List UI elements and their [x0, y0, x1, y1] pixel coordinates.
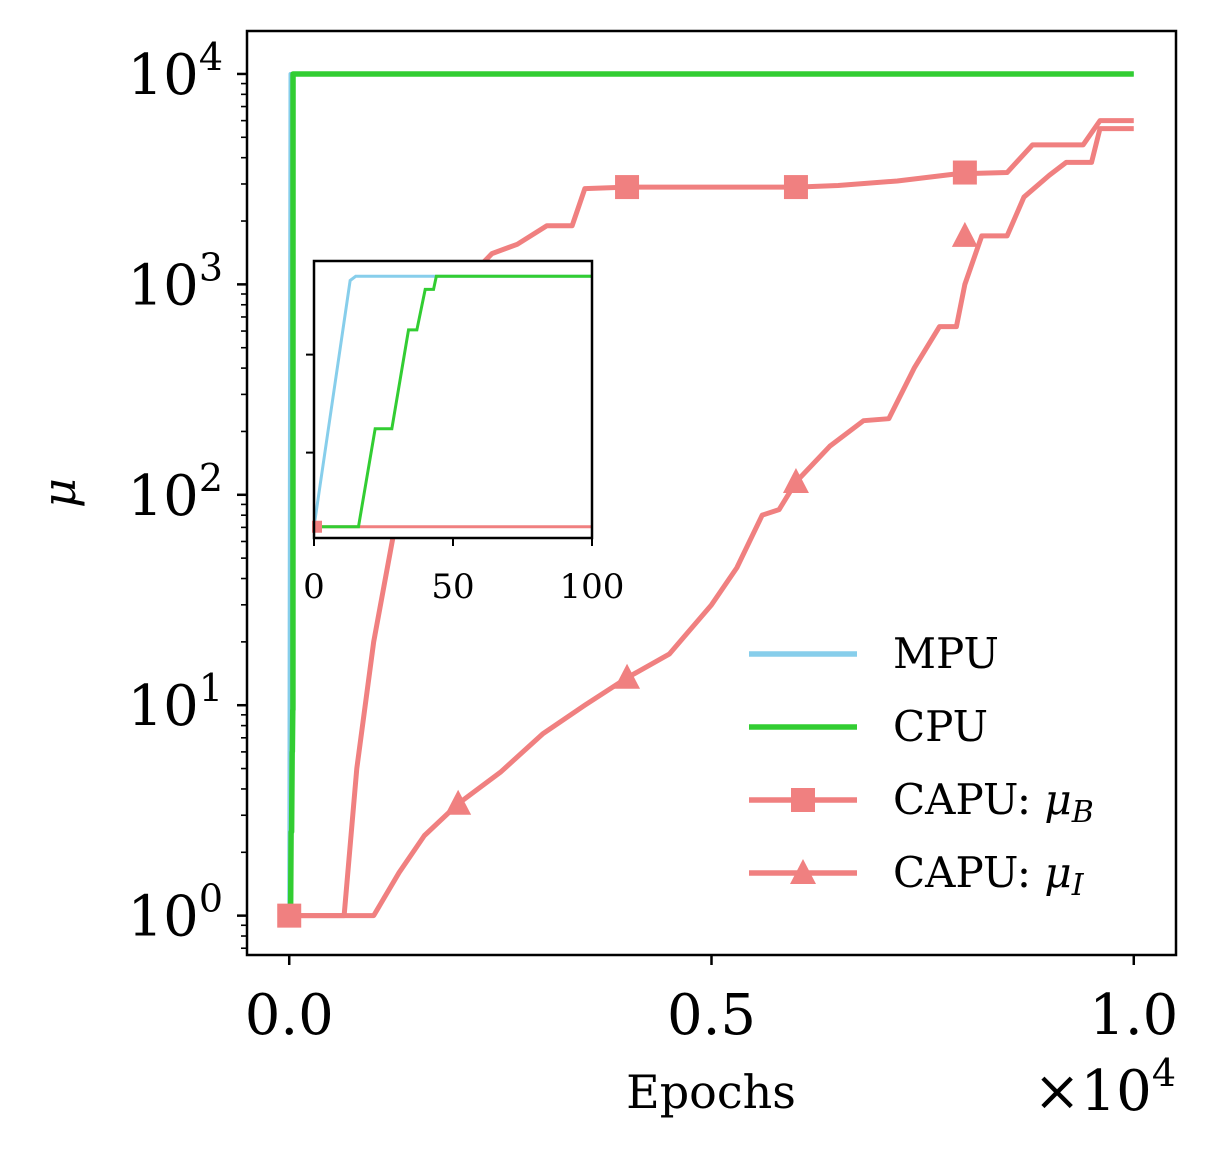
legend-item-1: CPU [749, 702, 988, 751]
x-tick-label: 0.0 [245, 983, 334, 1048]
marker-square-2 [783, 175, 808, 200]
inset-background [314, 261, 592, 538]
legend-item-0: MPU [749, 629, 999, 678]
marker-square-1 [615, 175, 640, 200]
marker-triangle-0 [445, 789, 472, 815]
legend-item-2: CAPU: μB [749, 775, 1094, 830]
y-tick-label: 103 [128, 245, 223, 318]
x-tick-label: 1.0 [1089, 983, 1178, 1048]
marker-triangle-3 [951, 221, 978, 247]
y-axis-ticks: 100 101 102 103 104 [128, 35, 247, 950]
inset-marker-square [312, 520, 322, 533]
inset-x-tick-label: 50 [431, 567, 474, 607]
marker-square-3 [952, 160, 977, 185]
x-axis-label: Epochs [626, 1065, 796, 1119]
main-markers-group [277, 160, 978, 928]
legend-label: CAPU: μB [893, 775, 1094, 830]
legend: MPU CPU CAPU: μB CAPU: μI [749, 629, 1094, 903]
marker-triangle-1 [614, 663, 641, 689]
legend-item-3: CAPU: μI [749, 848, 1085, 903]
inset-x-tick-label: 0 [303, 567, 325, 607]
legend-label: CPU [893, 702, 988, 751]
marker-square-0 [277, 903, 302, 928]
legend-marker-square [791, 788, 815, 812]
x-axis-ticks: 0.0 0.5 1.0 [245, 955, 1178, 1048]
y-tick-label: 100 [128, 877, 223, 950]
y-axis-label: μ [32, 478, 86, 508]
inset-x-tick-label: 100 [560, 567, 625, 607]
marker-triangle-2 [782, 468, 809, 494]
inset-x-ticks: 0 50 100 [303, 538, 624, 607]
inset-y-ticks [306, 353, 314, 454]
legend-label: MPU [893, 629, 999, 678]
series-line-capu-i [289, 126, 1134, 919]
series-line-cpu [287, 71, 1134, 919]
y-tick-label: 104 [128, 35, 223, 108]
inset-line-cpu [314, 274, 592, 529]
inset-series-group [312, 274, 592, 533]
legend-marker-triangle [790, 859, 816, 884]
legend-label: CAPU: μI [893, 848, 1085, 903]
y-tick-label: 101 [128, 666, 223, 739]
y-tick-label: 102 [128, 456, 223, 529]
x-tick-label: 0.5 [667, 983, 756, 1048]
